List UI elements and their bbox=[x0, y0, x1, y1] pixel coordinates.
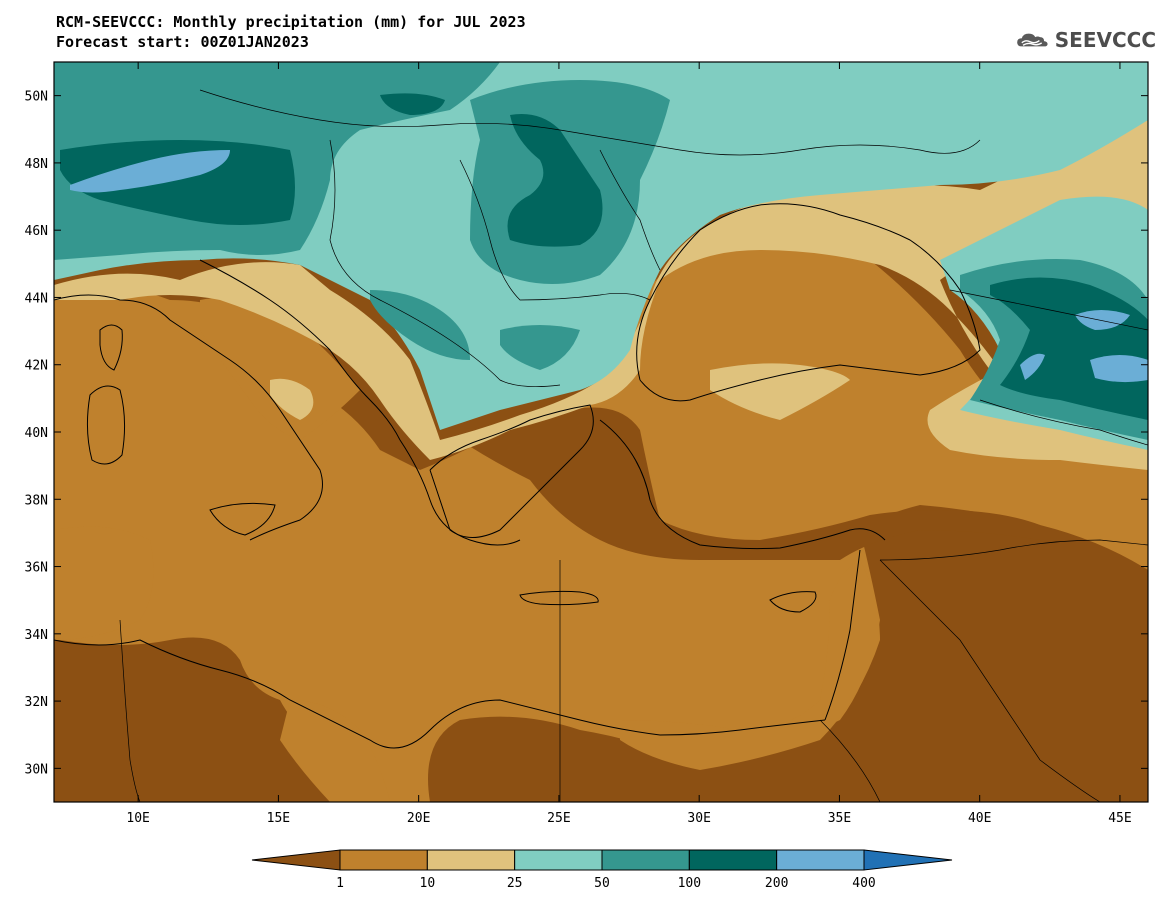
coastlines bbox=[54, 203, 981, 749]
border-9 bbox=[879, 559, 1101, 802]
border-6 bbox=[979, 399, 1148, 446]
field-50-100-bulgaria bbox=[500, 325, 580, 370]
colorbar-label: 100 bbox=[678, 876, 701, 891]
colorbar-swatch-max bbox=[863, 849, 953, 871]
cloud-logo-icon bbox=[1017, 33, 1048, 47]
lat-label: 50N bbox=[25, 90, 48, 105]
lat-label: 32N bbox=[25, 695, 48, 710]
field-100-200-carpathian bbox=[507, 114, 603, 247]
lat-label: 44N bbox=[25, 291, 48, 306]
field-200-400-caucasus-a bbox=[1075, 310, 1130, 330]
coast-sardinia bbox=[86, 385, 126, 465]
field-1-10-italy bbox=[200, 297, 360, 440]
border-2 bbox=[329, 139, 561, 387]
colorbar-label: 25 bbox=[507, 876, 523, 891]
lat-label: 34N bbox=[25, 628, 48, 643]
coast-greece bbox=[429, 404, 594, 538]
colorbar-label: 400 bbox=[852, 876, 875, 891]
lat-label: 40N bbox=[25, 426, 48, 441]
border-5 bbox=[949, 289, 1148, 331]
country-borders bbox=[119, 89, 1148, 802]
lat-label: 30N bbox=[25, 762, 48, 777]
field-1-10-libya bbox=[280, 700, 390, 802]
field-10-25-turkey-centre bbox=[710, 363, 850, 420]
coast-sicily bbox=[209, 502, 276, 536]
coast-europe-south bbox=[54, 294, 323, 541]
lon-label: 30E bbox=[687, 811, 710, 826]
title-block: RCM-SEEVCCC: Monthly precipitation (mm) … bbox=[56, 12, 526, 52]
coast-crete bbox=[519, 590, 599, 606]
lat-label: 38N bbox=[25, 493, 48, 508]
coast-cyprus bbox=[769, 591, 817, 613]
lat-label: 46N bbox=[25, 224, 48, 239]
colorbar-swatch bbox=[339, 849, 428, 871]
lon-label: 25E bbox=[547, 811, 570, 826]
lon-label: 20E bbox=[407, 811, 430, 826]
field-10-25-italy-spot bbox=[270, 378, 314, 420]
seevccc-logo: SEEVCCC bbox=[1016, 20, 1156, 60]
colorbar-label: 200 bbox=[765, 876, 788, 891]
lon-label: 45E bbox=[1108, 811, 1131, 826]
colorbar-swatch bbox=[688, 849, 778, 871]
field-200-400-caucasus-c bbox=[1020, 353, 1045, 380]
longitude-axis: 10E 15E 20E 25E 30E 35E 40E 45E bbox=[126, 62, 1132, 826]
border-4 bbox=[599, 149, 661, 271]
coast-corsica bbox=[99, 324, 123, 371]
border-3 bbox=[459, 159, 651, 301]
border-11 bbox=[819, 719, 881, 802]
lon-label: 10E bbox=[126, 811, 149, 826]
border-10 bbox=[879, 539, 1148, 561]
field-200-400-caucasus-b bbox=[1090, 355, 1148, 383]
border-1 bbox=[199, 89, 981, 156]
lat-label: 42N bbox=[25, 359, 48, 374]
colorbar: 1 10 25 50 100 200 400 bbox=[251, 849, 953, 891]
field-10-25 bbox=[54, 120, 1148, 470]
lon-label: 40E bbox=[968, 811, 991, 826]
field-lt1-turkey bbox=[460, 407, 1040, 560]
forecast-start: Forecast start: 00Z01JAN2023 bbox=[56, 33, 309, 51]
colorbar-swatch bbox=[426, 849, 516, 871]
lon-label: 15E bbox=[267, 811, 290, 826]
border-8 bbox=[119, 619, 141, 802]
coast-turkey-south bbox=[599, 419, 886, 550]
colorbar-label: 50 bbox=[594, 876, 610, 891]
precipitation-field bbox=[54, 62, 1148, 802]
field-1-10-egypt bbox=[620, 560, 880, 770]
latitude-axis: 50N 48N 46N 44N 42N 40N 38N 36N 34N 32N 30N bbox=[25, 90, 1148, 777]
lat-label: 48N bbox=[25, 157, 48, 172]
field-100-200-alps bbox=[60, 140, 295, 225]
coast-levant bbox=[824, 549, 861, 721]
logo-text: SEEVCCC bbox=[1054, 28, 1156, 52]
colorbar-swatch bbox=[601, 849, 690, 871]
field-200-400-alps bbox=[70, 150, 230, 193]
colorbar-label: 1 bbox=[336, 876, 344, 891]
colorbar-swatch bbox=[776, 849, 865, 871]
coast-black-sea bbox=[636, 203, 981, 402]
colorbar-swatch bbox=[514, 849, 603, 871]
field-1-10-africa-b bbox=[54, 526, 154, 640]
field-100-200-poland bbox=[380, 93, 445, 115]
colorbar-swatch-min bbox=[251, 849, 341, 871]
colorbar-label: 10 bbox=[420, 876, 436, 891]
map-title: RCM-SEEVCCC: Monthly precipitation (mm) … bbox=[56, 13, 526, 31]
lat-label: 36N bbox=[25, 561, 48, 576]
coast-africa-north bbox=[54, 639, 826, 749]
lon-label: 35E bbox=[828, 811, 851, 826]
